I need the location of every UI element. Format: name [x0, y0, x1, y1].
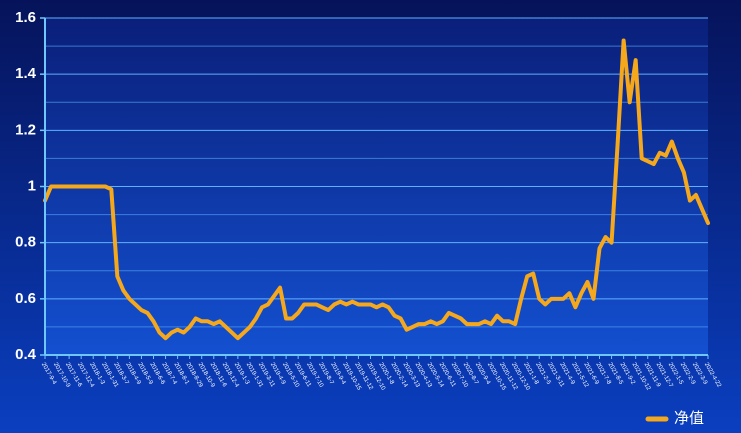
y-tick-label: 1.2	[15, 121, 36, 138]
series-line	[43, 38, 710, 341]
y-tick-label: 0.4	[15, 346, 37, 363]
y-tick-label: 1.4	[15, 65, 37, 82]
legend-label: 净值	[674, 410, 704, 427]
y-tick-label: 1	[28, 177, 36, 194]
y-tick-label: 0.8	[15, 234, 36, 251]
y-tick-label: 1.6	[15, 9, 36, 26]
y-tick-label: 0.6	[15, 290, 36, 307]
